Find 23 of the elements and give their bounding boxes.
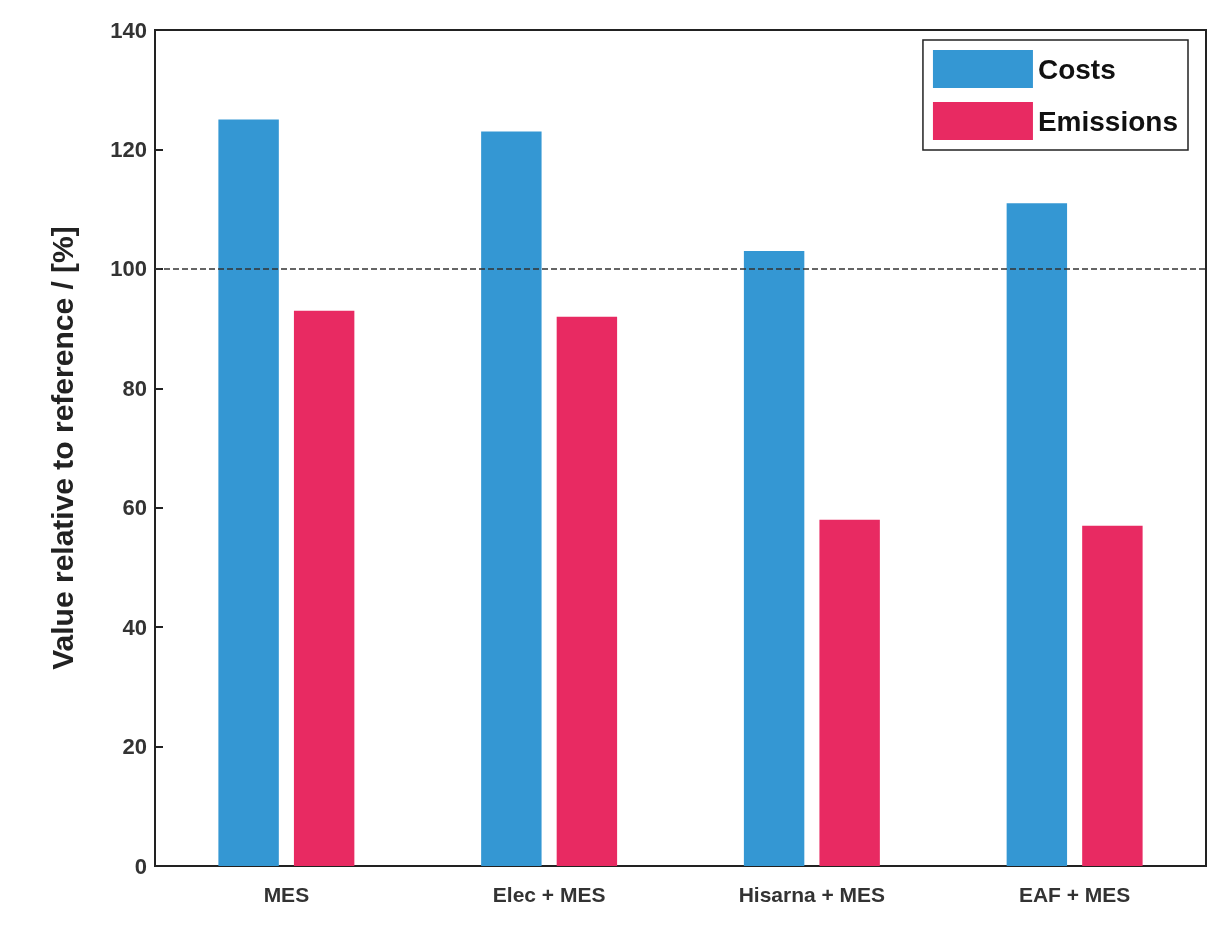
bar: [293, 310, 355, 866]
y-tick-label: 120: [110, 136, 147, 162]
bar: [218, 119, 279, 866]
bar: [743, 250, 805, 866]
bar: [481, 131, 542, 866]
x-tick-label: Hisarna + MES: [738, 883, 886, 906]
y-tick-label: 80: [122, 375, 147, 401]
y-tick-label: 0: [134, 853, 147, 879]
y-tick-label: 140: [110, 17, 147, 43]
y-axis-title: Value relative to reference / [%]: [45, 226, 79, 670]
bar: [1082, 525, 1143, 866]
y-tick-label: 40: [122, 614, 147, 640]
y-tick-label: 60: [122, 495, 147, 521]
y-tick-label: 20: [122, 734, 147, 760]
x-tick-label: EAF + MES: [1018, 883, 1131, 906]
y-tick-label: 100: [110, 256, 147, 282]
legend-label: Costs: [1037, 53, 1116, 85]
x-tick-label: Elec + MES: [492, 883, 606, 906]
bar: [1006, 203, 1068, 866]
bar: [556, 316, 618, 866]
x-tick-label: MES: [263, 883, 310, 906]
legend-label: Emissions: [1037, 105, 1179, 137]
bar: [819, 519, 880, 866]
